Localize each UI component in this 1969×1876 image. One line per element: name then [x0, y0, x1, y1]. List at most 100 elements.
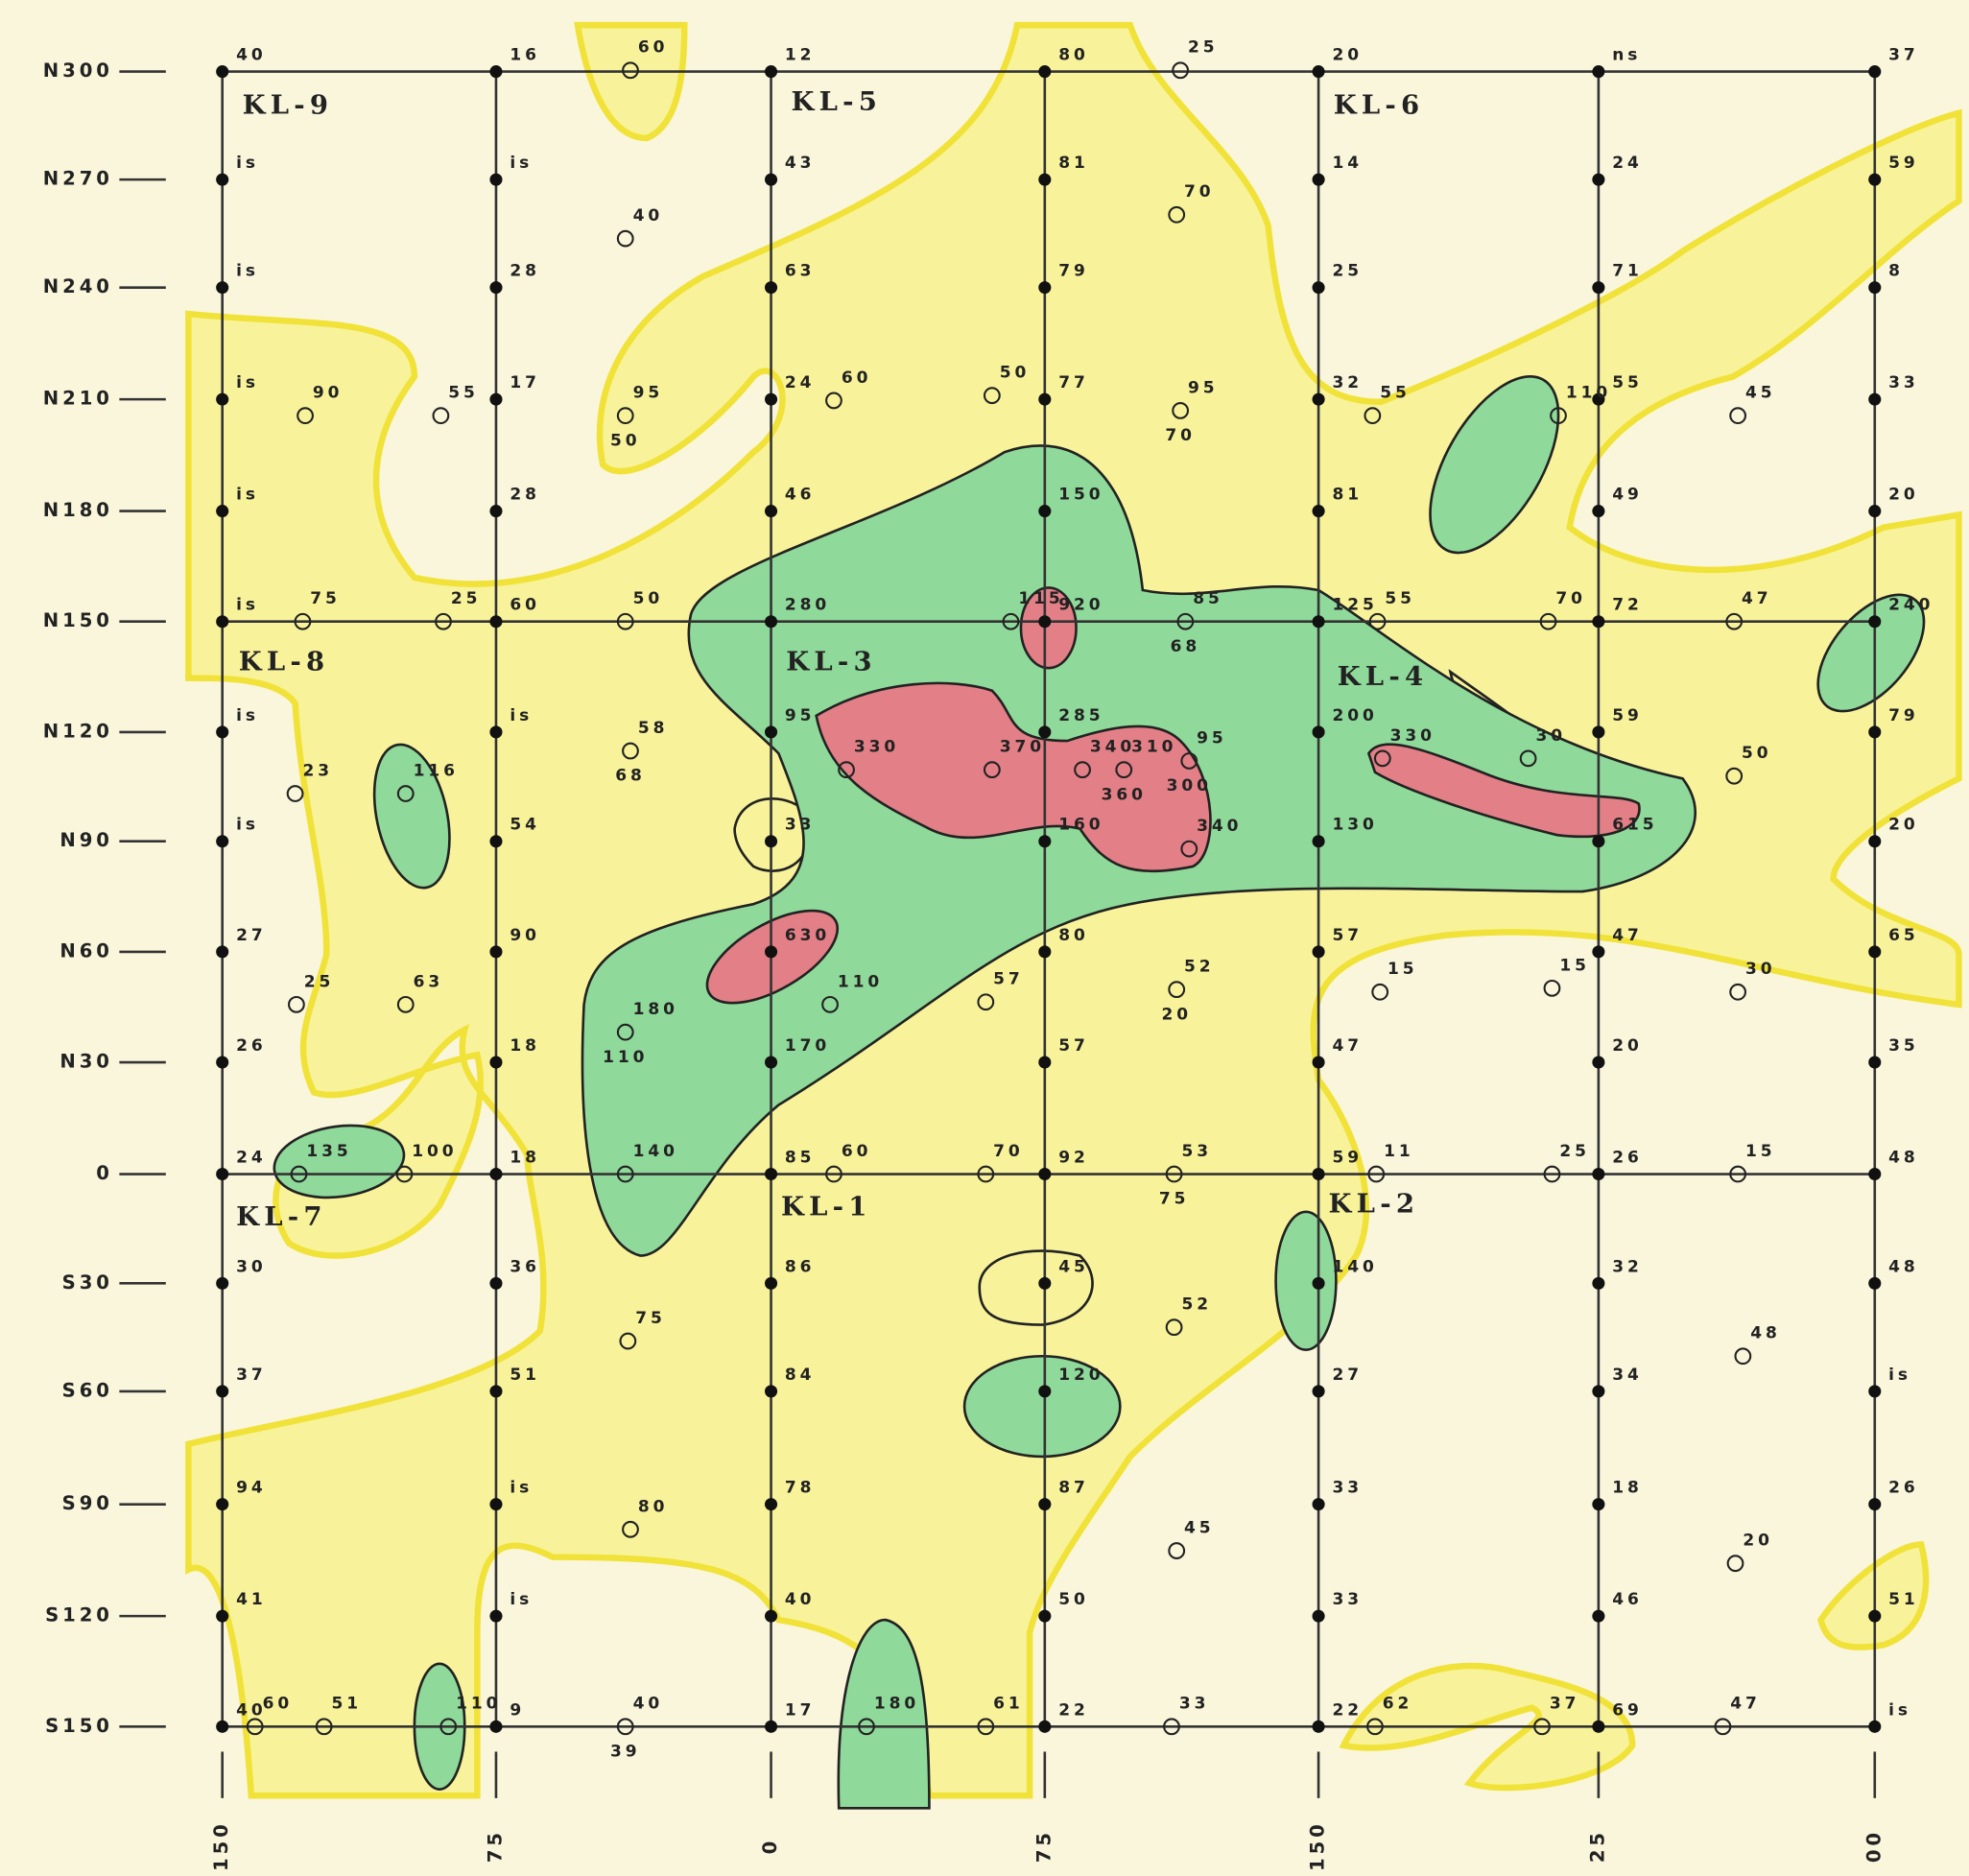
area-label: KL-6	[1334, 90, 1425, 121]
station-value: 20	[1888, 486, 1919, 505]
sample	[622, 61, 639, 80]
yellow-zone	[574, 21, 688, 142]
station	[1868, 281, 1882, 295]
station	[1868, 1498, 1882, 1511]
station	[1592, 505, 1605, 518]
sample	[439, 1718, 458, 1736]
sample	[825, 392, 842, 410]
station-value: is	[236, 816, 259, 835]
sample-value: 110	[1566, 384, 1611, 403]
station	[216, 1498, 229, 1511]
area-label: KL-7	[236, 1201, 327, 1232]
green-zone	[1816, 593, 1926, 713]
sample	[246, 1718, 264, 1736]
station-value: 140	[1332, 1257, 1377, 1276]
station	[489, 835, 503, 848]
station	[1868, 505, 1882, 518]
sample	[286, 785, 304, 802]
station	[1868, 945, 1882, 959]
station	[216, 1167, 229, 1181]
sample	[1074, 761, 1091, 779]
station	[1592, 281, 1605, 295]
station	[765, 835, 778, 848]
station	[1312, 1720, 1325, 1733]
station	[1592, 1609, 1605, 1623]
station	[1868, 725, 1882, 739]
station-value: is	[236, 486, 259, 505]
station	[216, 281, 229, 295]
station-value: 43	[785, 154, 816, 173]
station-value: 80	[1058, 926, 1089, 945]
station	[489, 173, 503, 186]
station-value: is	[1888, 1365, 1911, 1385]
station-value: 51	[510, 1365, 540, 1385]
station	[1592, 615, 1605, 629]
sample-value: 70	[1555, 589, 1586, 608]
station	[1312, 725, 1325, 739]
sample-value: 95	[633, 384, 664, 403]
station	[216, 945, 229, 959]
station	[765, 281, 778, 295]
station	[1868, 615, 1882, 629]
area-label: KL-9	[243, 90, 334, 121]
sample-value: 70	[993, 1142, 1024, 1161]
station	[1038, 392, 1052, 406]
sample-value: 85	[1193, 589, 1223, 608]
row-label: N270	[43, 168, 113, 190]
row-label: N240	[43, 275, 113, 297]
column-label: 25	[1586, 1829, 1608, 1863]
sample	[616, 407, 634, 425]
sample-value: 11	[1384, 1142, 1414, 1161]
sample-value: 80	[638, 1497, 669, 1516]
station	[765, 725, 778, 739]
sample-value: 52	[1181, 1295, 1212, 1315]
sample	[395, 1165, 414, 1183]
station-value: 95	[785, 706, 816, 725]
station	[1312, 1276, 1325, 1290]
station-value: 130	[1332, 816, 1377, 835]
sample	[290, 1165, 308, 1183]
station-value: 22	[1332, 1700, 1363, 1720]
sample-value: 95	[1188, 378, 1219, 397]
station-value: 16	[510, 46, 540, 65]
station	[489, 392, 503, 406]
station-value: 37	[1888, 46, 1919, 65]
sample-value: 110	[603, 1048, 648, 1067]
station-value: 54	[510, 816, 540, 835]
station	[489, 1720, 503, 1733]
station-value: 36	[510, 1257, 540, 1276]
station-value: 615	[1612, 816, 1657, 835]
station-value: ns	[1612, 46, 1641, 65]
station	[1312, 945, 1325, 959]
station	[489, 281, 503, 295]
sample-value: 100	[412, 1142, 457, 1161]
sample-value: 55	[1380, 384, 1411, 403]
sample-value: 360	[1102, 785, 1147, 804]
row-label: N180	[43, 499, 113, 521]
station	[1868, 1167, 1882, 1181]
sample-value: 52	[1184, 958, 1215, 977]
sample	[1734, 1347, 1752, 1365]
sample	[977, 1165, 995, 1183]
station	[765, 1385, 778, 1398]
station-value: 35	[1888, 1036, 1919, 1056]
station	[1038, 1720, 1052, 1733]
sample-value: 60	[638, 38, 669, 58]
station-value: 20	[1612, 1036, 1643, 1056]
column-label: 150	[1307, 1820, 1329, 1871]
station-value: 28	[510, 486, 540, 505]
station-value: 630	[785, 926, 830, 945]
sample	[616, 1165, 634, 1183]
sample-value: 25	[304, 972, 335, 991]
sample-value: 57	[993, 970, 1024, 989]
station-value: 40	[236, 46, 267, 65]
station-value: 71	[1612, 262, 1643, 281]
sample	[616, 229, 634, 248]
station-value: 40	[236, 1700, 267, 1720]
row-label: S90	[62, 1492, 113, 1514]
sample-value: 20	[1743, 1532, 1773, 1551]
row-label: 0	[96, 1162, 113, 1184]
sample	[1115, 761, 1133, 779]
sample-value: 30	[1535, 726, 1566, 746]
station	[765, 945, 778, 959]
